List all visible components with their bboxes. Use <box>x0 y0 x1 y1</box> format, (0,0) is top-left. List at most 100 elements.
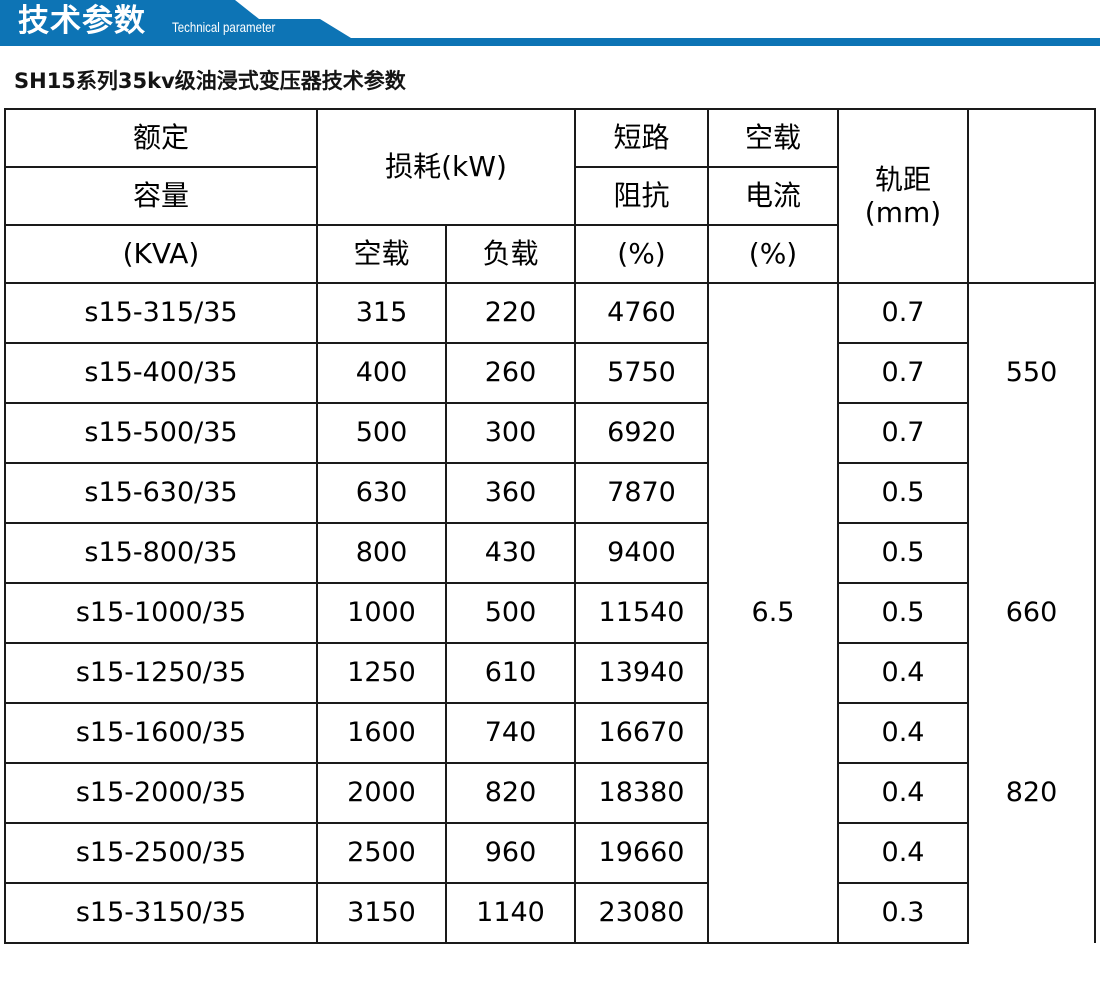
cell-impedance: 5750 <box>574 342 709 404</box>
table-row: s15-1600/35 1600 740 16670 0.4 <box>4 702 1096 764</box>
cell-track-group-spacer <box>967 883 1096 943</box>
cell-load-loss: 1140 <box>445 882 576 944</box>
cell-model: s15-500/35 <box>4 402 318 464</box>
header-impedance-unit: (%) <box>574 224 709 284</box>
header-capacity: 容量 <box>4 166 318 226</box>
header-loss-load: 负载 <box>445 224 576 284</box>
cell-track-gauge: 0.3 <box>837 882 969 944</box>
cell-load-loss: 260 <box>445 342 576 404</box>
cell-load-loss: 360 <box>445 462 576 524</box>
cell-track-gauge: 0.4 <box>837 702 969 764</box>
cell-impedance: 9400 <box>574 522 709 584</box>
cell-track-group-spacer <box>967 283 1096 343</box>
cell-model: s15-800/35 <box>4 522 318 584</box>
cell-model: s15-2000/35 <box>4 762 318 824</box>
banner-title-english: Technical parameter <box>172 19 276 35</box>
banner-title-chinese: 技术参数 <box>18 3 146 39</box>
header-track-gauge-line1: 轨距 <box>874 162 931 196</box>
transformer-spec-table: 额定 损耗(kW) 短路 空载 轨距 (mm) 容量 阻抗 电流 (KVA) 空… <box>4 108 1096 944</box>
cell-impedance: 6920 <box>574 402 709 464</box>
cell-track-group-spacer <box>967 463 1096 523</box>
cell-track-group: 660 <box>967 583 1096 643</box>
header-current-unit: (%) <box>707 224 839 284</box>
cell-load-loss: 960 <box>445 822 576 884</box>
cell-impedance: 11540 <box>574 582 709 644</box>
cell-model: s15-1250/35 <box>4 642 318 704</box>
header-last-blank <box>967 108 1096 284</box>
table-row: s15-1000/35 1000 500 11540 0.5 660 <box>4 582 1096 644</box>
cell-track-group: 550 <box>967 343 1096 403</box>
cell-no-load-current-merged: 6.5 <box>707 282 839 944</box>
header-track-gauge-line2: (mm) <box>864 196 942 229</box>
table-row: s15-800/35 800 430 9400 0.5 <box>4 522 1096 584</box>
table-header-row-3: (KVA) 空载 负载 (%) (%) <box>4 224 1095 284</box>
cell-track-group: 820 <box>967 763 1096 823</box>
header-no-load: 空载 <box>707 108 839 168</box>
header-loss-no-load: 空载 <box>316 224 447 284</box>
cell-track-gauge: 0.7 <box>837 282 969 344</box>
cell-no-load-loss: 1600 <box>316 702 447 764</box>
header-impedance: 阻抗 <box>574 166 709 226</box>
page-banner: 技术参数 Technical parameter <box>0 0 1100 50</box>
cell-model: s15-400/35 <box>4 342 318 404</box>
table-row: s15-500/35 500 300 6920 0.7 <box>4 402 1096 464</box>
table-row: s15-3150/35 3150 1140 23080 0.3 <box>4 882 1096 944</box>
cell-model: s15-1000/35 <box>4 582 318 644</box>
cell-no-load-loss: 630 <box>316 462 447 524</box>
cell-impedance: 16670 <box>574 702 709 764</box>
cell-impedance: 7870 <box>574 462 709 524</box>
cell-load-loss: 820 <box>445 762 576 824</box>
spec-table-container: 额定 损耗(kW) 短路 空载 轨距 (mm) 容量 阻抗 电流 (KVA) 空… <box>4 108 1096 944</box>
cell-track-gauge: 0.7 <box>837 402 969 464</box>
cell-track-group-spacer <box>967 703 1096 763</box>
cell-load-loss: 610 <box>445 642 576 704</box>
header-rated: 额定 <box>4 108 318 168</box>
cell-impedance: 18380 <box>574 762 709 824</box>
cell-track-group-spacer <box>967 823 1096 883</box>
cell-impedance: 4760 <box>574 282 709 344</box>
cell-impedance: 13940 <box>574 642 709 704</box>
cell-track-gauge: 0.7 <box>837 342 969 404</box>
cell-load-loss: 220 <box>445 282 576 344</box>
header-loss: 损耗(kW) <box>316 108 576 226</box>
table-row: s15-1250/35 1250 610 13940 0.4 <box>4 642 1096 704</box>
cell-no-load-loss: 2000 <box>316 762 447 824</box>
table-row: s15-2500/35 2500 960 19660 0.4 <box>4 822 1096 884</box>
table-row: s15-630/35 630 360 7870 0.5 <box>4 462 1096 524</box>
cell-no-load-loss: 1000 <box>316 582 447 644</box>
cell-no-load-loss: 500 <box>316 402 447 464</box>
cell-track-group-spacer <box>967 643 1096 703</box>
header-track-gauge: 轨距 (mm) <box>837 108 969 284</box>
table-header-row-2: 容量 阻抗 电流 <box>4 166 1095 226</box>
cell-track-gauge: 0.4 <box>837 822 969 884</box>
cell-no-load-loss: 2500 <box>316 822 447 884</box>
cell-track-gauge: 0.4 <box>837 762 969 824</box>
cell-impedance: 19660 <box>574 822 709 884</box>
cell-track-gauge: 0.5 <box>837 522 969 584</box>
header-short-circuit: 短路 <box>574 108 709 168</box>
cell-track-gauge: 0.4 <box>837 642 969 704</box>
cell-no-load-loss: 800 <box>316 522 447 584</box>
cell-no-load-loss: 315 <box>316 282 447 344</box>
cell-model: s15-630/35 <box>4 462 318 524</box>
table-header-row-1: 额定 损耗(kW) 短路 空载 轨距 (mm) <box>4 108 1096 284</box>
cell-track-gauge: 0.5 <box>837 582 969 644</box>
cell-no-load-loss: 3150 <box>316 882 447 944</box>
banner-shape-icon <box>0 0 1100 46</box>
cell-no-load-loss: 1250 <box>316 642 447 704</box>
cell-model: s15-315/35 <box>4 282 318 344</box>
cell-load-loss: 300 <box>445 402 576 464</box>
cell-track-group-spacer <box>967 403 1096 463</box>
cell-model: s15-1600/35 <box>4 702 318 764</box>
header-current: 电流 <box>707 166 839 226</box>
page-title: SH15系列35kv级油浸式变压器技术参数 <box>14 69 406 93</box>
cell-load-loss: 430 <box>445 522 576 584</box>
table-row: s15-400/35 400 260 5750 0.7 550 <box>4 342 1096 404</box>
cell-load-loss: 500 <box>445 582 576 644</box>
cell-track-group-spacer <box>967 523 1096 583</box>
cell-model: s15-3150/35 <box>4 882 318 944</box>
table-row: s15-2000/35 2000 820 18380 0.4 820 <box>4 762 1096 824</box>
table-row: s15-315/35 315 220 4760 6.5 0.7 <box>4 282 1096 944</box>
cell-no-load-loss: 400 <box>316 342 447 404</box>
header-unit-kva: (KVA) <box>4 224 318 284</box>
